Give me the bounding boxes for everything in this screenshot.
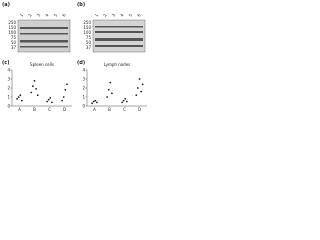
data-point: [49, 97, 52, 99]
data-point: [16, 97, 18, 100]
y-tick-label: 0: [82, 103, 85, 108]
marker-label: 50: [11, 40, 17, 45]
blots: [17, 19, 146, 53]
data-point: [19, 94, 22, 97]
x-tick-label: D: [63, 107, 66, 112]
marker-label: 37: [11, 45, 17, 50]
data-point: [17, 96, 20, 98]
lane-label: 3: [111, 12, 117, 17]
data-point: [138, 78, 141, 80]
data-point: [66, 83, 68, 86]
chart-title: Spleen cells: [30, 62, 54, 67]
marker-label: 150: [83, 25, 91, 30]
data-point: [46, 100, 48, 103]
y-tick-label: 2: [7, 85, 10, 90]
data-point: [122, 99, 125, 102]
data-point: [21, 99, 23, 102]
data-point: [32, 85, 34, 88]
data-point: [111, 92, 113, 95]
x-tick-label: C: [48, 107, 51, 112]
data-point: [140, 90, 143, 93]
x-tick-label: A: [18, 107, 21, 112]
data-point: [94, 99, 97, 102]
x-tick-label: C: [123, 107, 126, 112]
data-point: [64, 88, 67, 91]
marker-label: 75: [11, 35, 17, 40]
band: [20, 40, 68, 43]
data-point: [126, 100, 128, 103]
marker-label: 150: [8, 25, 16, 30]
panel-label: (b): [77, 2, 85, 8]
band: [20, 27, 68, 29]
data-point: [61, 99, 63, 102]
y-tick-label: 1: [7, 94, 10, 99]
y-tick-label: 4: [82, 67, 85, 72]
panel-label: (c): [2, 60, 10, 66]
y-tick-label: 1: [82, 94, 85, 99]
data-point: [30, 91, 33, 94]
data-point: [96, 101, 98, 104]
y-tick-label: 4: [7, 67, 10, 72]
marker-label: 250: [8, 20, 16, 25]
lane-label: 5: [128, 12, 134, 17]
y-tick-label: 3: [7, 76, 10, 81]
chart-title: Lymph nodes: [104, 62, 131, 67]
marker-label: 100: [83, 30, 91, 35]
marker-label: 50: [86, 40, 92, 45]
lane-label: 2: [102, 12, 108, 17]
lane-label: 2: [27, 12, 33, 17]
blot-b: [92, 19, 146, 53]
data-point: [51, 101, 53, 104]
data-point: [36, 94, 39, 97]
data-point: [137, 87, 139, 89]
band: [95, 31, 143, 33]
data-point: [124, 97, 127, 100]
data-point: [121, 101, 123, 104]
band: [20, 46, 68, 48]
panel-label: (d): [77, 60, 85, 66]
y-tick-label: 3: [82, 76, 85, 81]
data-point: [109, 81, 112, 84]
lane-label: 6: [136, 12, 142, 17]
marker-label: 37: [86, 45, 92, 50]
band: [95, 26, 143, 28]
panel-label: (a): [2, 2, 10, 8]
data-point: [141, 83, 144, 86]
lane-label: 6: [61, 12, 67, 17]
data-point: [62, 96, 65, 98]
data-point: [107, 88, 110, 91]
y-tick-label: 0: [7, 103, 10, 108]
data-point: [91, 102, 93, 105]
marker-label: 250: [83, 20, 91, 25]
lane-label: 5: [53, 12, 59, 17]
data-point: [33, 79, 36, 82]
x-tick-label: B: [108, 107, 111, 112]
data-point: [47, 98, 50, 101]
y-tick-label: 2: [82, 85, 85, 90]
data-point: [135, 94, 138, 97]
data-point: [106, 96, 108, 98]
lane-label: 4: [119, 12, 125, 17]
marker-label: 100: [8, 30, 16, 35]
lane-label: 1: [94, 12, 100, 17]
data-point: [92, 100, 95, 103]
bands: [20, 26, 143, 48]
band: [20, 33, 68, 35]
lane-label: 4: [44, 12, 50, 17]
x-tick-label: D: [138, 107, 141, 112]
marker-label: 75: [86, 35, 92, 40]
band: [95, 38, 143, 41]
band: [95, 45, 143, 47]
data-point: [35, 88, 37, 90]
x-tick-label: B: [33, 107, 36, 112]
lane-label: 1: [19, 12, 25, 17]
x-tick-label: A: [93, 107, 96, 112]
lane-label: 3: [36, 12, 42, 17]
